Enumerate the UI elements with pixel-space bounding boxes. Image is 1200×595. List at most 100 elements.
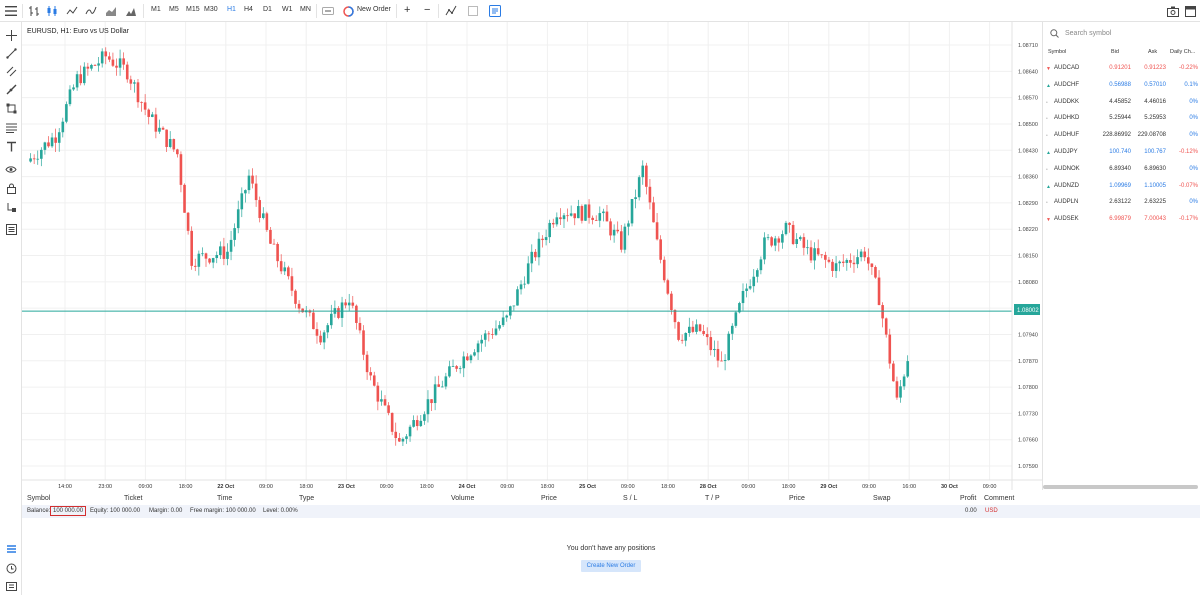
- watchlist-row[interactable]: • AUDDKK 4.45852 4.46016 0%: [1043, 94, 1200, 111]
- watchlist-bid: 2.63122: [1109, 199, 1131, 206]
- indicators-icon[interactable]: [444, 4, 458, 18]
- timeframe-mn[interactable]: MN: [300, 6, 311, 13]
- col-symbol[interactable]: Symbol: [27, 495, 51, 502]
- object-list-icon[interactable]: [488, 4, 502, 18]
- candle-body: [254, 183, 258, 201]
- timeframe-m1[interactable]: M1: [151, 6, 161, 13]
- free-margin-value: Free margin: 100 000.00: [190, 508, 256, 514]
- watchlist-row[interactable]: ▼ AUDCAD 0.91201 0.91223 -0.22%: [1043, 60, 1200, 77]
- timeframe-w1[interactable]: W1: [282, 6, 293, 13]
- symbol-search[interactable]: Search symbol: [1043, 22, 1200, 44]
- watchlist-bid: 1.09969: [1109, 182, 1131, 189]
- lock-icon[interactable]: [4, 181, 18, 195]
- candlestick-chart-type-icon[interactable]: [45, 4, 59, 18]
- watchlist-row[interactable]: • AUDPLN 2.63122 2.63225 0%: [1043, 194, 1200, 211]
- watchlist-row[interactable]: • AUDHUF 228.86992 229.08708 0%: [1043, 127, 1200, 144]
- col-volume[interactable]: Volume: [451, 495, 475, 502]
- watchlist-symbol: AUDSEK: [1054, 216, 1079, 223]
- fibonacci-icon[interactable]: [4, 120, 18, 134]
- trade-list-icon[interactable]: [4, 542, 18, 556]
- time-axis-label: 22 Oct: [217, 484, 234, 490]
- time-axis-label: 28 Oct: [700, 484, 717, 490]
- candle-body: [759, 259, 763, 271]
- price-chart[interactable]: 1.08710 1.08640 1.08570 1.08500 1.08430 1.083…: [22, 22, 1042, 490]
- area-chart-type-icon[interactable]: [104, 4, 118, 18]
- delete-drawings-icon[interactable]: [4, 222, 18, 236]
- mountain-chart-type-icon[interactable]: [124, 4, 138, 18]
- candle-body: [476, 343, 480, 353]
- zoom-out-button[interactable]: −: [424, 4, 431, 16]
- watchlist-row[interactable]: ▲ AUDNZD 1.09969 1.10005 -0.07%: [1043, 178, 1200, 195]
- create-new-order-button[interactable]: Create New Order: [581, 560, 641, 572]
- watchlist-header-bid[interactable]: Bid: [1111, 49, 1119, 55]
- trend-line-icon[interactable]: [4, 46, 18, 60]
- col-type[interactable]: Type: [299, 495, 315, 502]
- watchlist-row[interactable]: • AUDHKD 5.25944 5.25953 0%: [1043, 110, 1200, 127]
- history-icon[interactable]: [4, 561, 18, 575]
- timeframe-m15[interactable]: M15: [186, 6, 200, 13]
- watchlist-row[interactable]: ▲ AUDJPY 100.740 100.767 -0.12%: [1043, 144, 1200, 161]
- template-icon[interactable]: [466, 4, 480, 18]
- candle-body: [655, 222, 659, 240]
- new-order-icon[interactable]: [341, 4, 355, 18]
- watchlist-symbol: AUDHUF: [1054, 132, 1079, 139]
- journal-icon[interactable]: [4, 579, 18, 593]
- candle-body: [483, 333, 487, 340]
- candle-body: [251, 175, 254, 184]
- candlestick-chart[interactable]: 1.08710 1.08640 1.08570 1.08500 1.08430 1.083…: [22, 22, 1042, 490]
- crosshair-icon[interactable]: [4, 28, 18, 42]
- candle-body: [598, 213, 602, 221]
- watchlist-row[interactable]: • AUDNOK 6.89340 6.89630 0%: [1043, 161, 1200, 178]
- timeframe-h4[interactable]: H4: [244, 6, 253, 13]
- col-profit[interactable]: Profit: [960, 495, 977, 502]
- candle-body: [82, 66, 86, 84]
- timeframe-h1[interactable]: H1: [227, 6, 236, 13]
- text-tool-icon[interactable]: [4, 139, 18, 153]
- search-input[interactable]: Search symbol: [1065, 30, 1112, 37]
- col-ticket[interactable]: Ticket: [124, 495, 143, 502]
- menu-icon[interactable]: [4, 4, 18, 18]
- parallel-channel-icon[interactable]: [4, 64, 18, 78]
- candle-body: [387, 405, 390, 413]
- candle-body: [491, 334, 494, 335]
- candle-body: [569, 213, 573, 216]
- watchlist-bid: 0.56988: [1109, 81, 1131, 88]
- timeframe-d1[interactable]: D1: [263, 6, 272, 13]
- screenshot-icon[interactable]: [1166, 4, 1180, 18]
- chart-title: EURUSD, H1: Euro vs US Dollar: [27, 28, 130, 35]
- one-click-trading-icon[interactable]: [321, 4, 335, 18]
- watchlist-ask: 5.25953: [1144, 115, 1166, 122]
- fullscreen-icon[interactable]: [1183, 4, 1197, 18]
- candle-body: [827, 259, 831, 262]
- watchlist-scrollbar[interactable]: [1043, 485, 1198, 489]
- col-swap[interactable]: Swap: [873, 495, 891, 502]
- watchlist-row[interactable]: ▲ AUDCHF 0.56988 0.57010 0.1%: [1043, 77, 1200, 94]
- watchlist-header-ask[interactable]: Ask: [1148, 49, 1158, 55]
- price-axis-label: 1.08430: [1018, 148, 1038, 154]
- watchlist-header-change[interactable]: Daily Ch...: [1170, 49, 1196, 55]
- timeframe-m30[interactable]: M30: [204, 6, 218, 13]
- candle-body: [892, 363, 895, 382]
- profit-total: 0.00: [965, 508, 977, 514]
- col-price[interactable]: Price: [541, 495, 557, 502]
- smooth-line-chart-type-icon[interactable]: [84, 4, 98, 18]
- candle-body: [559, 217, 562, 220]
- arrow-up-icon: ▲: [1046, 183, 1051, 190]
- line-chart-type-icon[interactable]: [65, 4, 79, 18]
- col-time[interactable]: Time: [217, 495, 233, 502]
- time-axis-label: 09:00: [139, 484, 153, 490]
- ray-icon[interactable]: [4, 82, 18, 96]
- timeframe-m5[interactable]: M5: [169, 6, 179, 13]
- zoom-in-button[interactable]: +: [404, 4, 411, 16]
- col-current-price[interactable]: Price: [789, 495, 805, 502]
- layers-icon[interactable]: [4, 200, 18, 214]
- col-comment[interactable]: Comment: [984, 495, 1015, 502]
- col-tp[interactable]: T / P: [705, 495, 720, 502]
- rectangle-icon[interactable]: [4, 101, 18, 115]
- eye-icon[interactable]: [4, 162, 18, 176]
- watchlist-header-symbol[interactable]: Symbol: [1048, 49, 1067, 55]
- bar-chart-type-icon[interactable]: [27, 4, 41, 18]
- watchlist-row[interactable]: ▼ AUDSEK 6.99879 7.00043 -0.17%: [1043, 211, 1200, 228]
- col-sl[interactable]: S / L: [623, 495, 638, 502]
- new-order-button[interactable]: New Order: [357, 6, 391, 13]
